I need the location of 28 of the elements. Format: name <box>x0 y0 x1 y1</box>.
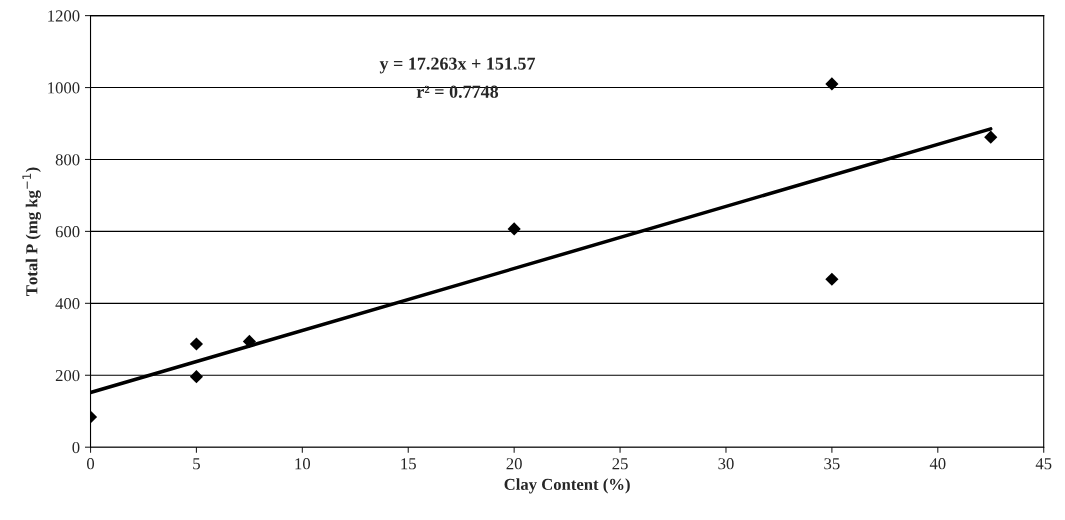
annotation: y = 17.263x + 151.57 <box>379 57 536 74</box>
point <box>242 334 256 349</box>
x-tick-label: 25 <box>612 458 628 470</box>
point <box>825 77 839 91</box>
point <box>189 337 204 351</box>
point <box>507 222 521 236</box>
y-axis-title: Total P (mg kg$^{−1}$) <box>22 167 41 296</box>
x-tick-label: 35 <box>824 458 840 470</box>
x-tick-label: 0 <box>86 458 95 470</box>
x-tick-label: 45 <box>1035 458 1052 470</box>
point <box>825 272 839 286</box>
x-tick-label: 30 <box>718 458 734 470</box>
y-tick-label: 800 <box>55 154 80 166</box>
point <box>189 370 204 384</box>
y-tick-label: 200 <box>55 369 80 382</box>
y-tick-label: 400 <box>55 298 80 310</box>
y-tick-label: 600 <box>55 226 80 238</box>
x-tick-label: 20 <box>506 458 522 470</box>
x-tick-label: 10 <box>295 458 311 470</box>
x-tick-label: 5 <box>193 458 200 470</box>
x-axis-title: Clay Content (%) <box>504 478 630 494</box>
x-tick-label: 15 <box>401 458 416 470</box>
point <box>984 130 998 144</box>
annotation: r² = 0.7748 <box>416 85 499 98</box>
y-tick-label: 1200 <box>48 10 80 22</box>
y-tick-label: 1000 <box>48 82 80 94</box>
x-tick-label: 40 <box>929 458 946 470</box>
y-tick-label: 0 <box>72 441 80 454</box>
